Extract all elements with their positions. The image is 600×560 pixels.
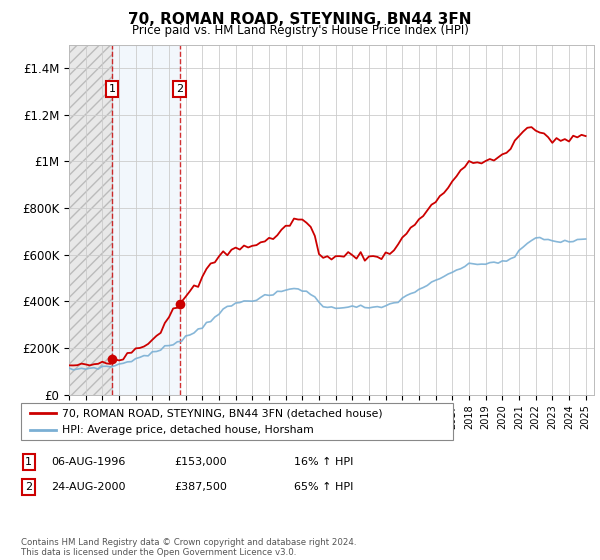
Text: 2: 2 bbox=[25, 482, 32, 492]
Text: Price paid vs. HM Land Registry's House Price Index (HPI): Price paid vs. HM Land Registry's House … bbox=[131, 24, 469, 36]
Text: £153,000: £153,000 bbox=[174, 457, 227, 467]
Text: Contains HM Land Registry data © Crown copyright and database right 2024.
This d: Contains HM Land Registry data © Crown c… bbox=[21, 538, 356, 557]
Text: 65% ↑ HPI: 65% ↑ HPI bbox=[294, 482, 353, 492]
Text: 1: 1 bbox=[109, 84, 116, 94]
Text: £387,500: £387,500 bbox=[174, 482, 227, 492]
Text: 70, ROMAN ROAD, STEYNING, BN44 3FN: 70, ROMAN ROAD, STEYNING, BN44 3FN bbox=[128, 12, 472, 27]
Text: 06-AUG-1996: 06-AUG-1996 bbox=[51, 457, 125, 467]
Text: 70, ROMAN ROAD, STEYNING, BN44 3FN (detached house): 70, ROMAN ROAD, STEYNING, BN44 3FN (deta… bbox=[62, 408, 382, 418]
Text: HPI: Average price, detached house, Horsham: HPI: Average price, detached house, Hors… bbox=[62, 425, 314, 435]
Text: 1: 1 bbox=[25, 457, 32, 467]
Text: 24-AUG-2000: 24-AUG-2000 bbox=[51, 482, 125, 492]
Text: 2: 2 bbox=[176, 84, 183, 94]
Text: 16% ↑ HPI: 16% ↑ HPI bbox=[294, 457, 353, 467]
Bar bbox=[112, 45, 179, 395]
